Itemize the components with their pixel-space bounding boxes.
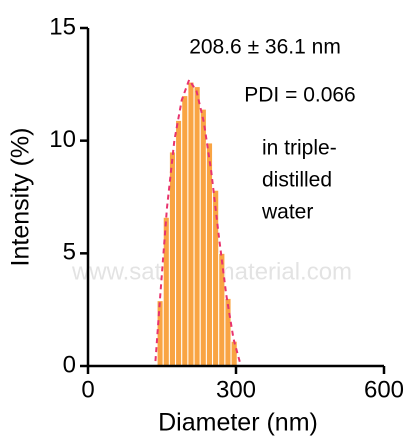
annotation: PDI = 0.066 bbox=[244, 84, 356, 107]
x-tick-label: 600 bbox=[364, 376, 404, 403]
bar bbox=[193, 86, 201, 367]
x-axis-label: Diameter (nm) bbox=[158, 409, 318, 437]
x-tick-label: 300 bbox=[216, 376, 256, 403]
y-tick-label: 5 bbox=[63, 239, 76, 266]
annotation: distilled bbox=[262, 169, 332, 192]
fit-line bbox=[88, 77, 335, 367]
y-axis-label: Intensity (%) bbox=[7, 128, 35, 267]
y-tick-label: 0 bbox=[63, 351, 76, 378]
bar bbox=[181, 95, 189, 367]
y-tick-label: 10 bbox=[49, 126, 76, 153]
annotation: 208.6 ± 36.1 nm bbox=[189, 36, 341, 59]
x-tick-label: 0 bbox=[81, 376, 94, 403]
annotation: in triple- bbox=[262, 137, 337, 160]
bar bbox=[205, 142, 214, 367]
bar bbox=[230, 340, 238, 367]
bar bbox=[199, 108, 207, 367]
bar bbox=[187, 81, 195, 367]
y-tick-label: 15 bbox=[49, 13, 76, 40]
bar bbox=[168, 151, 177, 367]
bar bbox=[175, 119, 183, 367]
annotation: water bbox=[261, 201, 313, 224]
